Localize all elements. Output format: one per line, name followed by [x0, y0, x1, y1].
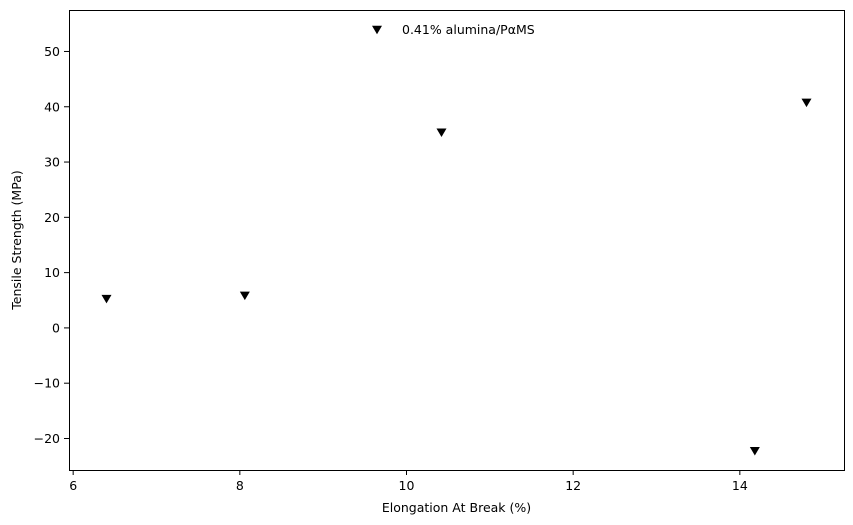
y-tick-label: 40 — [44, 99, 60, 114]
data-point — [101, 294, 112, 304]
data-point — [749, 446, 760, 456]
legend-marker-triangle-down — [372, 25, 382, 35]
legend: 0.41% alumina/PαMS — [372, 22, 535, 37]
x-tick-label: 12 — [565, 478, 581, 493]
x-tick-label: 8 — [236, 478, 244, 493]
y-tick-label: 30 — [44, 155, 60, 170]
data-point — [436, 128, 447, 137]
x-tick-label: 6 — [69, 478, 77, 493]
data-point — [239, 291, 250, 301]
legend-label: 0.41% alumina/PαMS — [402, 22, 535, 37]
y-tick-label: 0 — [52, 320, 60, 335]
y-axis-label: Tensile Strength (MPa) — [9, 170, 24, 310]
y-tick-label: 20 — [44, 210, 60, 225]
data-points — [101, 98, 812, 456]
y-tick-label: −20 — [34, 431, 60, 446]
y-tick-label: −10 — [34, 376, 60, 391]
y-tick-label: 10 — [44, 265, 60, 280]
x-axis-label: Elongation At Break (%) — [382, 500, 531, 515]
plot-frame — [69, 10, 845, 471]
x-tick-label: 10 — [399, 478, 415, 493]
x-axis-ticks: 6 8 10 12 14 — [69, 470, 748, 493]
y-axis-ticks: −20 −10 0 10 20 30 40 50 — [34, 44, 69, 446]
x-tick-label: 14 — [732, 478, 748, 493]
data-point — [801, 98, 812, 108]
y-tick-label: 50 — [44, 44, 60, 59]
